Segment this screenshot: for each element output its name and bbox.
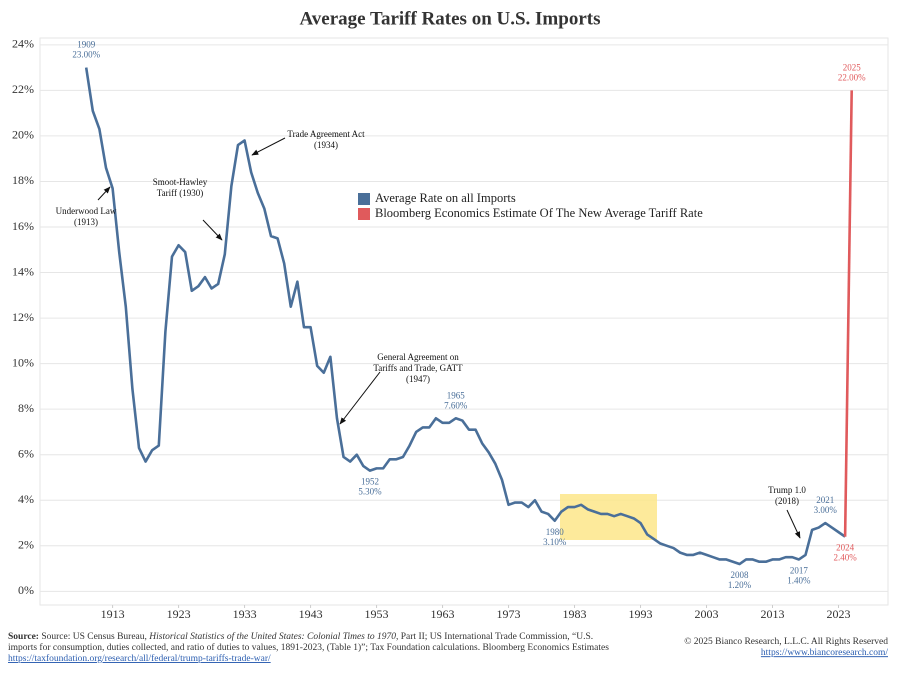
x-tick-label: 2003 [695, 607, 719, 621]
source-link: https://taxfoundation.org/research/all/f… [8, 653, 271, 664]
annotation: Tariffs and Trade, GATT [373, 363, 463, 373]
x-tick-label: 1933 [233, 607, 257, 621]
y-tick-label: 16% [12, 219, 34, 233]
chart-title: Average Tariff Rates on U.S. Imports [300, 8, 601, 29]
annotation: (1947) [406, 374, 430, 384]
y-tick-label: 12% [12, 310, 34, 324]
source: Source: Source: US Census Bureau, Histor… [8, 631, 593, 642]
legend-swatch [358, 193, 370, 205]
point-label: 2.40% [833, 553, 857, 563]
arrow [202, 219, 223, 241]
point-year: 2024 [836, 543, 855, 553]
y-tick-label: 24% [12, 37, 34, 51]
website: https://www.biancoresearch.com/ [761, 648, 888, 658]
source-text: Source: US Census Bureau, [41, 632, 149, 642]
point-label: 1.20% [728, 580, 752, 590]
grid [40, 44, 888, 608]
point-year: 1965 [447, 390, 466, 400]
x-tick-label: 1963 [431, 607, 455, 621]
x-tick-label: 2023 [827, 607, 851, 621]
point-label: 3.00% [814, 505, 838, 515]
point-label: 5.30% [358, 487, 382, 497]
source-text: imports for consumption, duties collecte… [8, 642, 609, 653]
y-tick-label: 18% [12, 173, 34, 187]
annotation: Trump 1.0 [768, 485, 806, 495]
y-tick-label: 20% [12, 128, 34, 142]
y-tick-label: 0% [18, 583, 34, 597]
annotation: (1913) [74, 217, 98, 227]
source: imports for consumption, duties collecte… [8, 642, 609, 653]
annotation: Trade Agreement Act [287, 129, 365, 139]
y-tick-label: 2% [18, 538, 34, 552]
annotation: (1934) [314, 140, 338, 150]
source-text: Historical Statistics of the United Stat… [148, 631, 396, 642]
arrow [97, 186, 111, 201]
point-year: 2021 [816, 495, 834, 505]
point-year: 2017 [790, 566, 809, 576]
point-label: 3.10% [543, 537, 567, 547]
x-tick-label: 1983 [563, 607, 587, 621]
point-year: 1952 [361, 477, 379, 487]
source-label: Source: [8, 632, 39, 642]
x-tick-label: 1923 [167, 607, 191, 621]
series-line [84, 67, 846, 566]
highlight-box [560, 494, 657, 540]
x-tick-label: 1953 [365, 607, 389, 621]
y-tick-label: 6% [18, 446, 34, 460]
annotation: General Agreement on [377, 352, 459, 362]
y-tick-label: 22% [12, 82, 34, 96]
series-line [843, 90, 853, 537]
y-tick-label: 10% [12, 355, 34, 369]
point-year: 1909 [77, 40, 96, 50]
legend-label: Average Rate on all Imports [375, 191, 516, 205]
point-label: 7.60% [444, 400, 468, 410]
annotation: Underwood Law [56, 206, 117, 216]
x-tick-label: 1943 [299, 607, 323, 621]
y-tick-label: 8% [18, 401, 34, 415]
y-tick-label: 4% [18, 492, 34, 506]
marks [84, 67, 853, 566]
plot-frame [39, 37, 889, 606]
arrow [786, 509, 801, 539]
copyright: © 2025 Bianco Research, L.L.C. All Right… [684, 636, 888, 647]
point-label: 1.40% [787, 576, 811, 586]
x-tick-label: 1973 [497, 607, 521, 621]
annotation: (2018) [775, 496, 799, 506]
point-label: 23.00% [72, 50, 100, 60]
point-year: 2025 [843, 62, 862, 72]
y-tick-label: 14% [12, 264, 34, 278]
arrow [339, 371, 381, 425]
arrow [251, 137, 286, 156]
x-tick-label: 1913 [101, 607, 125, 621]
annotation: Tariff (1930) [157, 188, 203, 198]
source-text: , Part II; US International Trade Commis… [396, 632, 593, 642]
x-tick-label: 2013 [761, 607, 785, 621]
x-tick-label: 1993 [629, 607, 653, 621]
legend-swatch [358, 208, 370, 220]
point-year: 1980 [546, 527, 565, 537]
source: https://taxfoundation.org/research/all/f… [8, 653, 271, 664]
legend-label: Bloomberg Economics Estimate Of The New … [375, 206, 703, 220]
point-year: 2008 [731, 570, 750, 580]
annotation: Smoot-Hawley [153, 177, 208, 187]
point-label: 22.00% [838, 72, 866, 82]
